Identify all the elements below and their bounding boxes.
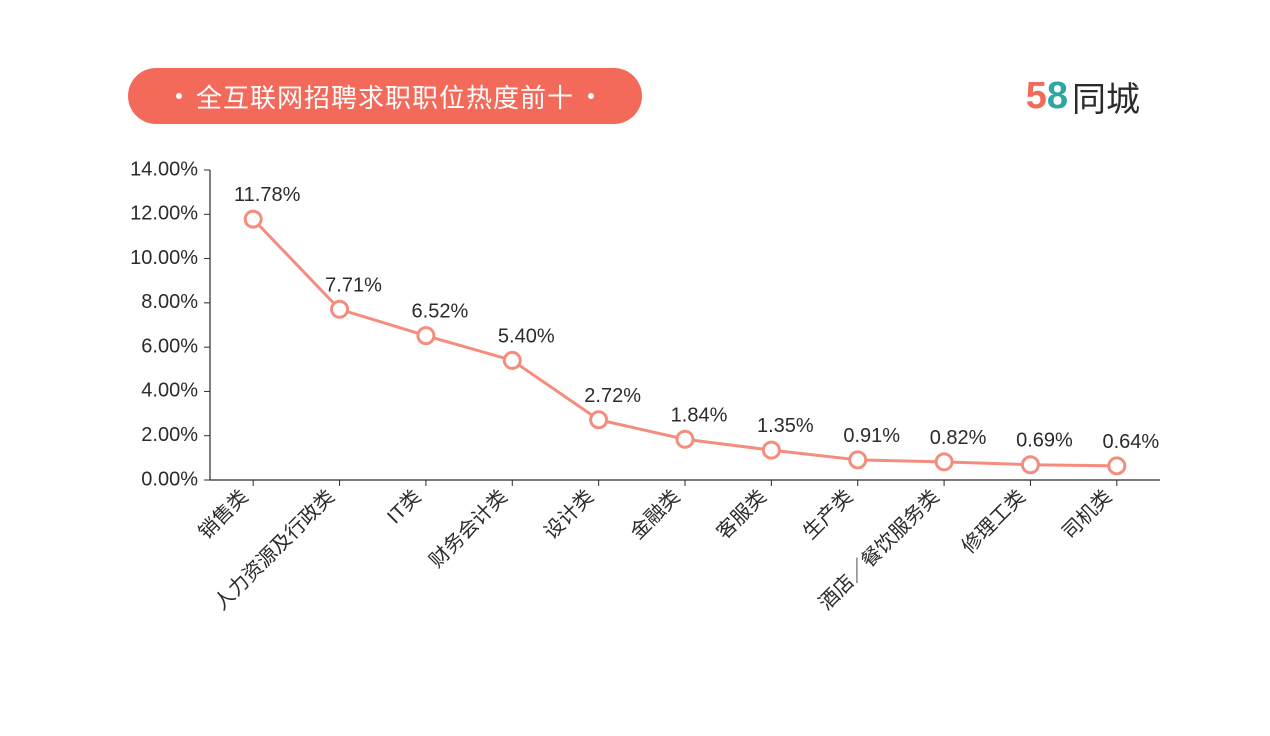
data-point-value-label: 0.91% xyxy=(843,425,900,447)
data-point-marker xyxy=(677,431,693,447)
x-category-label: IT类 xyxy=(382,485,425,528)
title-dot-left xyxy=(176,93,182,99)
x-category-label: 修理工类 xyxy=(957,485,1030,558)
x-category-label: 司机类 xyxy=(1058,485,1117,544)
data-point-value-label: 6.52% xyxy=(412,301,469,323)
data-point-value-label: 2.72% xyxy=(584,385,641,407)
logo-8: 8 xyxy=(1047,75,1068,118)
data-point-marker xyxy=(850,452,866,468)
data-point-value-label: 1.35% xyxy=(757,415,814,437)
chart-title: 全互联网招聘求职职位热度前十 xyxy=(196,78,574,115)
page: 全互联网招聘求职职位热度前十 5 8 同城 0.00% 2.00% 4.00% 6.0… xyxy=(0,0,1270,736)
logo-5: 5 xyxy=(1026,75,1047,118)
svg-text:12.00%: 12.00% xyxy=(130,203,198,225)
data-point-marker xyxy=(332,301,348,317)
data-point-value-label: 11.78% xyxy=(234,184,301,206)
data-point-marker xyxy=(418,328,434,344)
brand-logo: 5 8 同城 xyxy=(1026,68,1140,124)
x-category-label: 设计类 xyxy=(539,485,598,544)
data-point-value-label: 5.40% xyxy=(498,325,555,347)
chart-title-pill: 全互联网招聘求职职位热度前十 xyxy=(128,68,642,124)
x-category-label: 生产类 xyxy=(799,485,858,544)
line-chart: 0.00% 2.00% 4.00% 6.00% 8.00% 10.00% 12.00% 14.… xyxy=(110,160,1170,630)
svg-text:14.00%: 14.00% xyxy=(130,160,198,180)
data-point-marker xyxy=(1109,458,1125,474)
x-category-label: 客服类 xyxy=(712,485,771,544)
data-point-value-label: 0.82% xyxy=(930,427,987,449)
data-point-marker xyxy=(936,454,952,470)
data-point-value-label: 0.69% xyxy=(1016,430,1073,452)
svg-text:10.00%: 10.00% xyxy=(130,247,198,269)
title-dot-right xyxy=(588,93,594,99)
header: 全互联网招聘求职职位热度前十 5 8 同城 xyxy=(0,68,1270,128)
data-point-marker xyxy=(245,211,261,227)
data-point-marker xyxy=(1022,457,1038,473)
data-point-marker xyxy=(504,352,520,368)
data-point-marker xyxy=(591,412,607,428)
svg-text:6.00%: 6.00% xyxy=(141,335,198,357)
data-point-value-label: 7.71% xyxy=(325,274,382,296)
data-point-marker xyxy=(763,442,779,458)
x-category-label: 销售类 xyxy=(194,485,253,544)
logo-cn: 同城 xyxy=(1072,72,1140,121)
x-category-label: 财务会计类 xyxy=(425,485,512,572)
chart-svg: 0.00% 2.00% 4.00% 6.00% 8.00% 10.00% 12.00% 14.… xyxy=(110,160,1170,630)
svg-text:8.00%: 8.00% xyxy=(141,291,198,313)
x-category-label: 金融类 xyxy=(626,485,685,544)
svg-text:4.00%: 4.00% xyxy=(141,380,198,402)
data-point-value-label: 1.84% xyxy=(671,404,728,426)
svg-text:0.00%: 0.00% xyxy=(141,468,198,490)
data-point-value-label: 0.64% xyxy=(1102,431,1159,453)
svg-text:2.00%: 2.00% xyxy=(141,424,198,446)
